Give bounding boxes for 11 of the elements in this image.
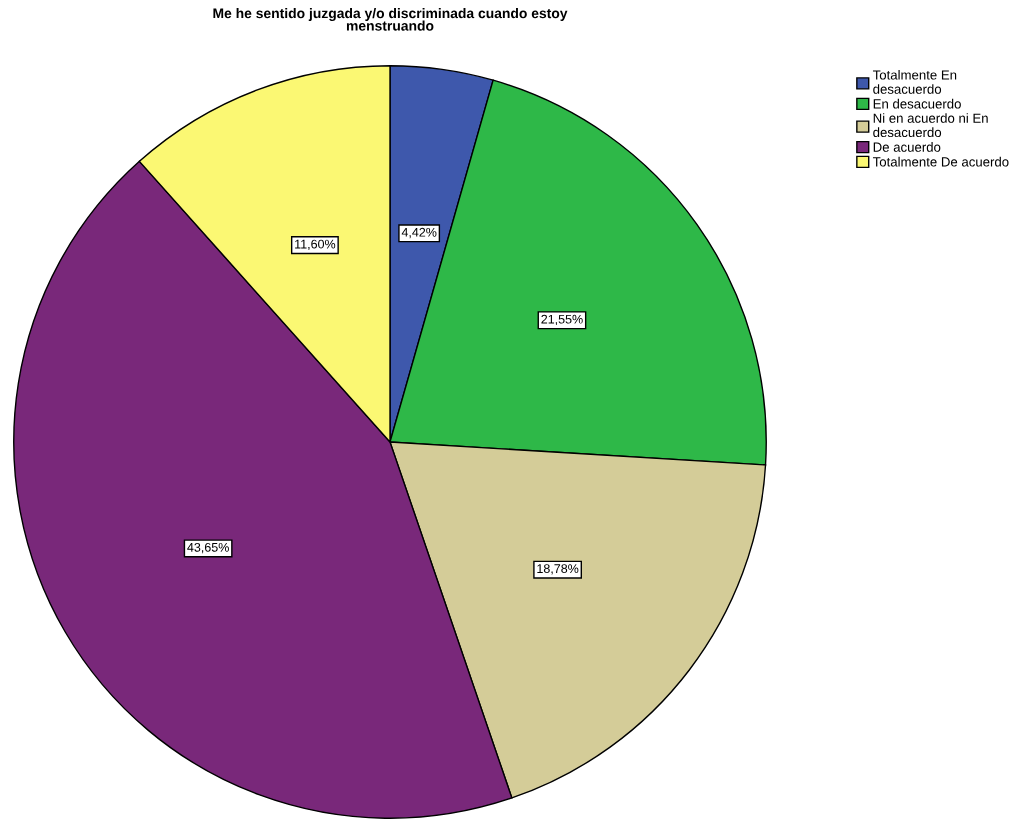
data-label: 43,65%	[187, 542, 229, 554]
legend-label: De acuerdo	[873, 142, 941, 152]
data-label: 11,60%	[295, 239, 336, 250]
data-label: 21,55%	[541, 314, 583, 326]
chart-title: Me he sentido juzgada y/o discriminada cuando estoy menstruando	[213, 8, 568, 31]
data-label: 18,78%	[537, 564, 579, 575]
data-label: 4,42%	[401, 227, 437, 239]
legend-label: En desacuerdo	[873, 98, 961, 109]
legend-label: Ni en acuerdo ni En desacuerdo	[873, 113, 988, 138]
legend-label: Totalmente De acuerdo	[872, 156, 1009, 167]
legend-label: Totalmente En desacuerdo	[872, 69, 957, 94]
